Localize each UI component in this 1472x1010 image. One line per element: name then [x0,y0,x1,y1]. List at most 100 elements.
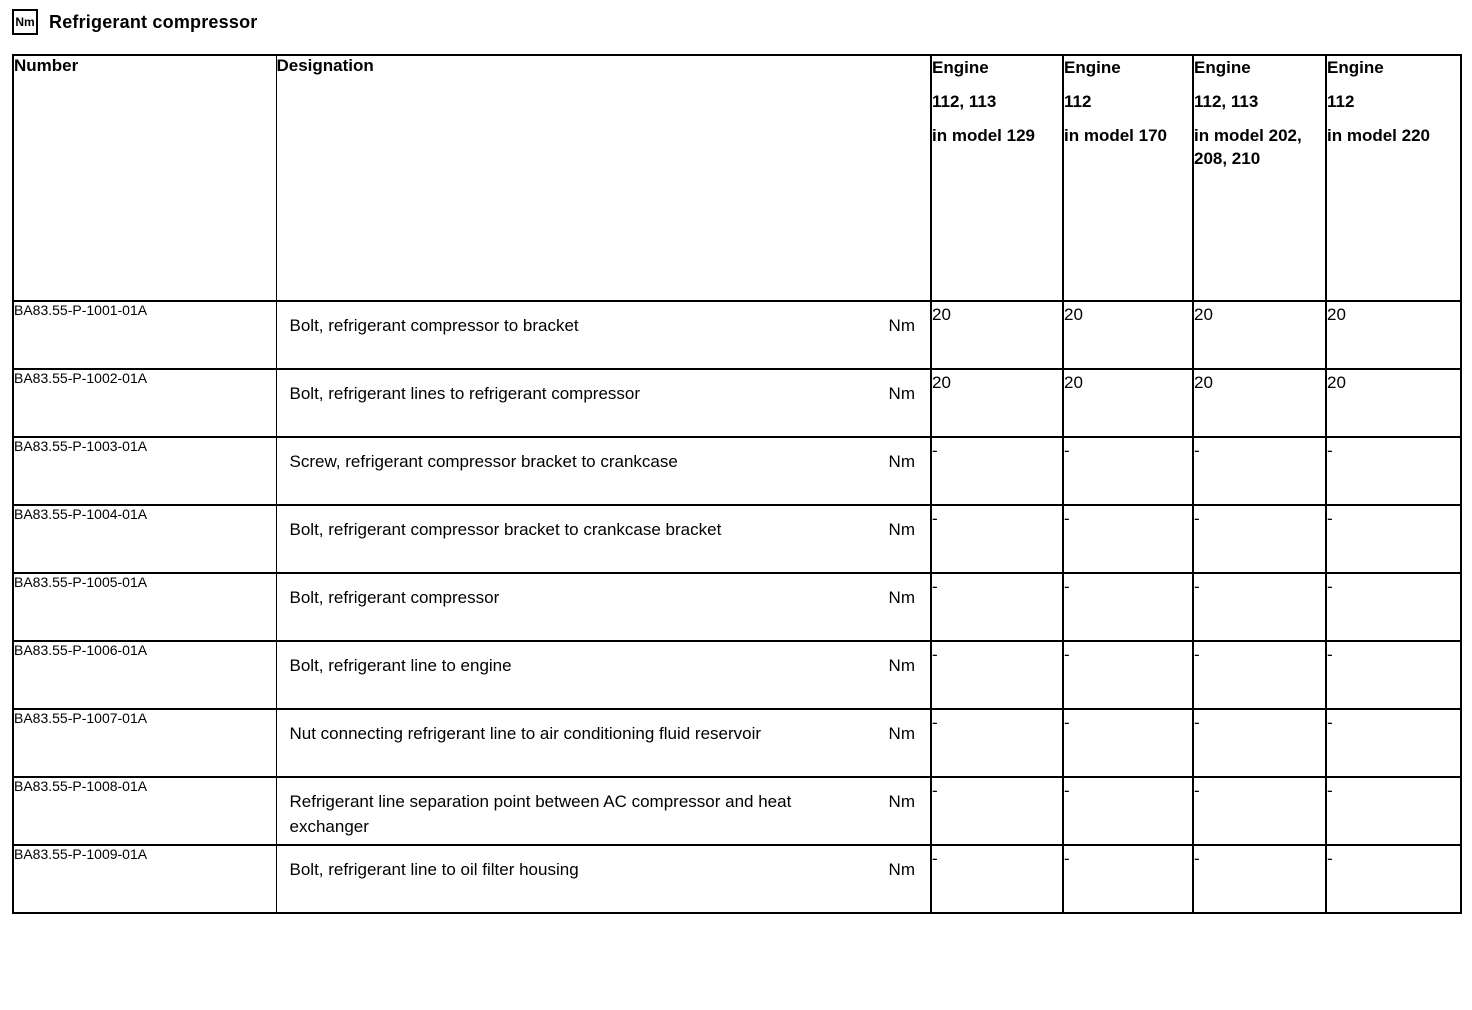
value-cell-engine-129: - [930,572,1064,642]
designation-wrap: Bolt, refrigerant compressor Nm [277,575,929,610]
designation-wrap: Bolt, refrigerant line to engine Nm [277,643,929,678]
page-title: Refrigerant compressor [49,11,258,32]
designation-cell: Screw, refrigerant compressor bracket to… [275,436,932,506]
table-row: BA83.55-P-1007-01A Nut connecting refrig… [12,708,1462,778]
title-row: Nm Refrigerant compressor [12,8,1460,36]
torque-spec-table: Number Designation Engine 112, 113 in mo… [12,54,1462,914]
unit-label: Nm [888,792,915,811]
designation-text: Refrigerant line separation point betwee… [289,792,792,836]
engine-header-line: 112 [1327,92,1355,111]
engine-header-line: in model 129 [932,126,1035,145]
nm-unit-icon: Nm [12,9,38,35]
value-cell-engine-202-208-210: - [1192,640,1327,710]
designation-wrap: Nut connecting refrigerant line to air c… [277,711,929,746]
value-cell-engine-170: - [1062,776,1194,846]
value-cell-engine-129: - [930,708,1064,778]
value-cell-engine-202-208-210: 20 [1192,368,1327,438]
designation-wrap: Bolt, refrigerant compressor to bracket … [277,303,929,338]
unit-label: Nm [888,724,915,743]
value-cell-engine-170: 20 [1062,300,1194,370]
designation-text: Bolt, refrigerant compressor bracket to … [289,520,722,539]
value-cell-engine-220: 20 [1325,368,1462,438]
designation-text: Bolt, refrigerant compressor [289,588,500,607]
value-cell-engine-170: - [1062,436,1194,506]
unit-label: Nm [888,520,915,539]
unit-label: Nm [888,452,915,471]
engine-header-line: 112, 113 [932,92,997,111]
engine-header-line: in model 170 [1064,126,1167,145]
value-cell-engine-220: - [1325,776,1462,846]
designation-cell: Nut connecting refrigerant line to air c… [275,708,932,778]
designation-cell: Bolt, refrigerant lines to refrigerant c… [275,368,932,438]
designation-wrap: Refrigerant line separation point betwee… [277,779,929,839]
value-cell-engine-129: 20 [930,368,1064,438]
value-cell-engine-202-208-210: - [1192,708,1327,778]
value-cell-engine-170: - [1062,504,1194,574]
designation-cell: Bolt, refrigerant line to oil filter hou… [275,844,932,914]
engine-header-line: Engine [932,58,989,77]
designation-cell: Bolt, refrigerant compressor bracket to … [275,504,932,574]
table-row: BA83.55-P-1006-01A Bolt, refrigerant lin… [12,640,1462,710]
designation-text: Bolt, refrigerant lines to refrigerant c… [289,384,641,403]
part-number-cell: BA83.55-P-1008-01A [12,776,277,846]
designation-text: Nut connecting refrigerant line to air c… [289,724,762,743]
engine-header-line: Engine [1194,58,1251,77]
designation-text: Bolt, refrigerant line to engine [289,656,512,675]
part-number-cell: BA83.55-P-1005-01A [12,572,277,642]
table-row: BA83.55-P-1005-01A Bolt, refrigerant com… [12,572,1462,642]
value-cell-engine-202-208-210: - [1192,844,1327,914]
designation-text: Bolt, refrigerant compressor to bracket [289,316,579,335]
engine-header-line: Engine [1064,58,1121,77]
part-number-cell: BA83.55-P-1007-01A [12,708,277,778]
designation-wrap: Bolt, refrigerant line to oil filter hou… [277,847,929,882]
part-number-cell: BA83.55-P-1006-01A [12,640,277,710]
part-number-cell: BA83.55-P-1001-01A [12,300,277,370]
value-cell-engine-170: - [1062,572,1194,642]
engine-header-line: in model 202, 208, 210 [1194,126,1302,168]
value-cell-engine-220: - [1325,572,1462,642]
engine-header-line: 112, 113 [1194,92,1259,111]
col-header-designation: Designation [275,54,932,302]
value-cell-engine-129: 20 [930,300,1064,370]
header-row: Number Designation Engine 112, 113 in mo… [12,54,1462,302]
value-cell-engine-129: - [930,436,1064,506]
engine-header-line: Engine [1327,58,1384,77]
col-header-engine-129: Engine 112, 113 in model 129 [930,54,1064,302]
value-cell-engine-202-208-210: - [1192,776,1327,846]
unit-label: Nm [888,860,915,879]
table-row: BA83.55-P-1009-01A Bolt, refrigerant lin… [12,844,1462,914]
col-header-engine-170: Engine 112 in model 170 [1062,54,1194,302]
value-cell-engine-202-208-210: - [1192,436,1327,506]
table-row: BA83.55-P-1001-01A Bolt, refrigerant com… [12,300,1462,370]
designation-wrap: Bolt, refrigerant lines to refrigerant c… [277,371,929,406]
value-cell-engine-129: - [930,776,1064,846]
table-row: BA83.55-P-1008-01A Refrigerant line sepa… [12,776,1462,846]
value-cell-engine-170: - [1062,844,1194,914]
value-cell-engine-170: - [1062,708,1194,778]
designation-cell: Bolt, refrigerant line to engine Nm [275,640,932,710]
col-header-engine-220: Engine 112 in model 220 [1325,54,1462,302]
designation-text: Bolt, refrigerant line to oil filter hou… [289,860,579,879]
part-number-cell: BA83.55-P-1009-01A [12,844,277,914]
value-cell-engine-129: - [930,640,1064,710]
part-number-cell: BA83.55-P-1003-01A [12,436,277,506]
value-cell-engine-170: 20 [1062,368,1194,438]
value-cell-engine-129: - [930,504,1064,574]
unit-label: Nm [888,588,915,607]
designation-cell: Bolt, refrigerant compressor Nm [275,572,932,642]
value-cell-engine-220: - [1325,708,1462,778]
value-cell-engine-220: - [1325,504,1462,574]
part-number-cell: BA83.55-P-1002-01A [12,368,277,438]
table-row: BA83.55-P-1002-01A Bolt, refrigerant lin… [12,368,1462,438]
value-cell-engine-220: - [1325,640,1462,710]
col-header-number: Number [12,54,277,302]
designation-wrap: Bolt, refrigerant compressor bracket to … [277,507,929,542]
designation-cell: Bolt, refrigerant compressor to bracket … [275,300,932,370]
col-header-engine-202-208-210: Engine 112, 113 in model 202, 208, 210 [1192,54,1327,302]
value-cell-engine-202-208-210: - [1192,572,1327,642]
designation-wrap: Screw, refrigerant compressor bracket to… [277,439,929,474]
engine-header-line: in model 220 [1327,126,1430,145]
table-row: BA83.55-P-1003-01A Screw, refrigerant co… [12,436,1462,506]
value-cell-engine-170: - [1062,640,1194,710]
